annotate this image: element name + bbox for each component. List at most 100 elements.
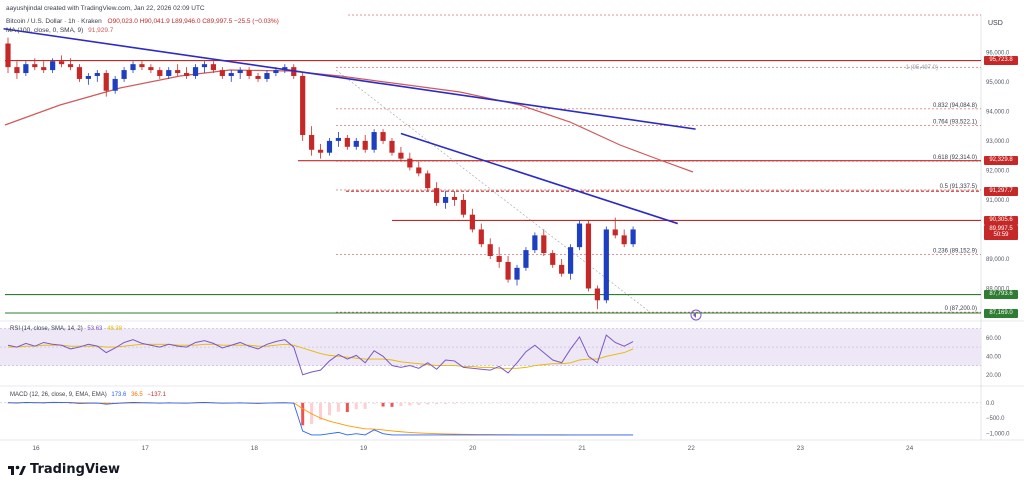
macd-histogram-bar [622, 402, 626, 404]
macd-value-c: −137.1 [147, 392, 166, 398]
ma-line [4, 69, 694, 173]
price-tag: 50:59 [984, 230, 1018, 240]
candle-body [184, 73, 190, 76]
price-tag: 95,723.8 [984, 56, 1018, 66]
macd-histogram-bar [586, 402, 590, 404]
macd-pane: 0.0 −500.0 −1,000.0 [0, 401, 1010, 437]
x-tick-label: 20 [469, 445, 477, 452]
fib-level-label: 0.236 (89,152.9) [933, 248, 977, 254]
candle-body [273, 70, 279, 74]
macd-histogram-bar [444, 402, 448, 404]
macd-histogram-bar [345, 402, 349, 413]
candle-body [514, 267, 520, 280]
macd-histogram-bar [399, 402, 403, 407]
candle-body [58, 61, 65, 65]
candle-body [434, 188, 440, 203]
price-tag: 91,297.7 [984, 186, 1018, 196]
y-tick-label: 94,000.0 [986, 109, 1010, 115]
candle-body [255, 75, 261, 79]
candle-body [496, 256, 502, 262]
candle-body [389, 140, 395, 153]
ma-value: 91,929.7 [88, 27, 114, 34]
price-tag: 90,305.6 [984, 215, 1018, 225]
ma-legend: MA (100, close, 0, SMA, 9) 91,929.7 [6, 27, 113, 34]
moving-average [4, 69, 694, 173]
x-tick-label: 23 [797, 445, 805, 452]
fib-level-label: 1 (95,497.0) [906, 65, 938, 71]
candle-body [416, 167, 422, 174]
candle-body [246, 70, 252, 76]
candle-body [5, 43, 11, 68]
macd-histogram-bar [613, 402, 617, 404]
macd-histogram-bar [354, 402, 358, 410]
tradingview-logo-icon [8, 465, 26, 475]
candle-body [532, 235, 538, 251]
macd-histogram-bar [372, 402, 376, 404]
macd-tick-label: −500.0 [986, 416, 1005, 422]
y-tick-label: 93,000.0 [986, 139, 1010, 145]
candle-body [478, 229, 484, 245]
price-tag: 89,997.5 [984, 225, 1018, 235]
candle-body [264, 73, 270, 79]
candle-body [353, 140, 359, 147]
macd-histogram-bar [497, 402, 501, 404]
horizontal-levels [5, 59, 981, 314]
y-tick-label: 92,000.0 [986, 168, 1010, 174]
macd-histogram-bar [515, 402, 519, 404]
rsi-tick-label: 20.00 [986, 373, 1002, 379]
macd-histogram-bar [363, 402, 367, 409]
fib-level-label: 0.618 (92,314.0) [933, 155, 977, 161]
candle-body [201, 64, 208, 68]
fib-level-label: 0.764 (93,522.1) [933, 120, 977, 126]
candle-body [344, 137, 350, 147]
candle-body [585, 223, 592, 289]
candle-body [317, 149, 324, 153]
macd-histogram-bar [604, 402, 608, 404]
created-by-text: aayushjindal created with TradingView.co… [6, 5, 205, 12]
currency-label: USD [988, 20, 1003, 27]
candle-body [335, 137, 342, 141]
rsi-pane: 60.00 40.00 20.00 [0, 328, 1002, 379]
trendlines [3, 27, 696, 225]
macd-histogram-bar [595, 402, 599, 404]
y-tick-label: 95,000.0 [986, 80, 1010, 86]
candlesticks [5, 37, 636, 310]
macd-histogram-bar [560, 402, 564, 404]
candle-body [237, 70, 243, 74]
fib-level-label: 0.5 (91,337.5) [940, 184, 977, 190]
ma-label: MA (100, close, 0, SMA, 9) [6, 27, 84, 34]
rsi-tick-label: 60.00 [986, 336, 1002, 342]
candle-body [398, 152, 404, 159]
candle-body [576, 223, 583, 248]
candle-body [192, 67, 199, 76]
y-tick-label: 96,000.0 [986, 50, 1010, 56]
y-tick-label: 91,000.0 [986, 198, 1010, 204]
candle-body [309, 135, 315, 150]
replay-icon[interactable] [690, 309, 702, 321]
candle-body [612, 229, 618, 236]
candle-body [371, 132, 377, 150]
candle-body [219, 70, 225, 76]
macd-histogram-bar [578, 402, 582, 404]
macd-histogram-bar [631, 402, 635, 404]
y-tick-label: 89,000.0 [986, 257, 1010, 263]
logo-text: TradingView [30, 462, 121, 477]
macd-histogram-bar [506, 402, 510, 404]
y-tick-label: 88,000.0 [986, 286, 1010, 292]
macd-histogram-bar [524, 402, 528, 404]
candle-body [112, 78, 118, 91]
x-tick-label: 21 [578, 445, 586, 452]
candle-body [14, 67, 20, 74]
candle-body [326, 140, 333, 153]
tradingview-logo[interactable]: TradingView [8, 462, 120, 477]
macd-histogram-bar [470, 402, 474, 404]
candle-body [85, 75, 91, 79]
macd-histogram-bar [453, 402, 456, 404]
macd-histogram-bar [381, 402, 385, 407]
candle-body [166, 70, 172, 76]
price-tag: 87,169.0 [984, 308, 1018, 318]
rsi-label: RSI (14, close, SMA, 14, 2) [10, 326, 83, 332]
x-tick-label: 17 [142, 445, 150, 452]
candle-body [451, 196, 458, 200]
